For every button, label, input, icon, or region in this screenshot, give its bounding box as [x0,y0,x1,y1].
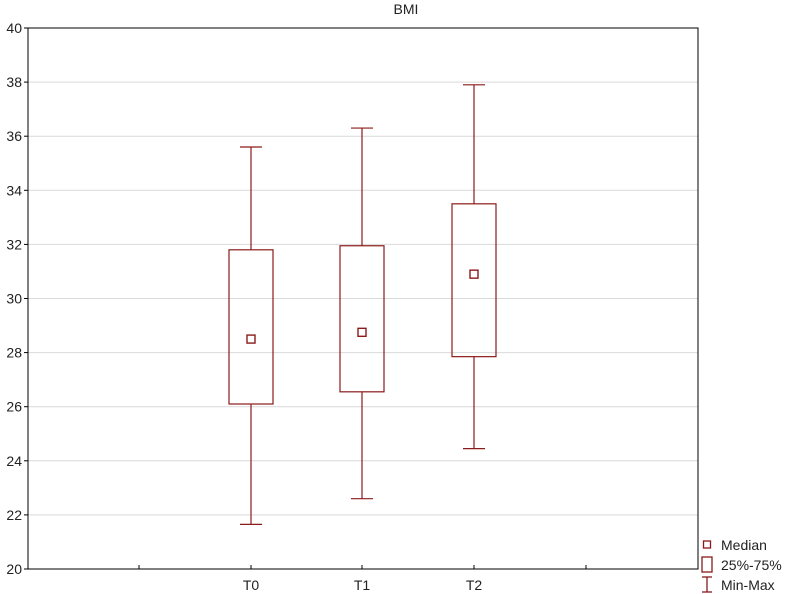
x-tick-label: T1 [354,577,371,593]
y-tick-label: 20 [6,561,22,577]
box-t1 [339,127,385,500]
y-tick-label: 22 [6,507,22,523]
y-axis: 20 22 24 26 28 30 32 34 36 38 40 [6,20,28,577]
y-tick-label: 26 [6,399,22,415]
legend-item-whisker: Min-Max [702,576,775,593]
median-marker [469,269,479,279]
y-tick-label: 34 [6,182,22,198]
legend-item-box: 25%-75% [701,556,782,573]
legend-item-median-marker: Median [702,537,767,553]
iqr-box [451,203,497,358]
legend-box-symbol [701,556,713,573]
median-marker [246,334,256,344]
box-t0 [228,146,274,525]
y-tick-label: 28 [6,345,22,361]
legend-label: Min-Max [721,577,775,593]
box-t2 [451,84,497,450]
x-axis: T0 T1 T2 [138,565,587,593]
legend-label: 25%-75% [721,557,782,573]
legend: Median 25%-75% Min-Max [701,537,782,593]
x-tick-label: T2 [466,577,483,593]
x-tick-label: T0 [243,577,260,593]
legend-median-symbol [702,540,712,549]
y-tick-label: 32 [6,236,22,252]
iqr-box [339,245,385,393]
y-tick-label: 40 [6,20,22,36]
grid-lines [28,81,698,516]
y-tick-label: 36 [6,128,22,144]
y-tick-label: 38 [6,74,22,90]
legend-label: Median [721,537,767,553]
boxes [228,84,497,525]
y-tick-label: 30 [6,291,22,307]
chart-title: BMI [394,1,419,17]
median-marker [357,327,367,338]
y-tick-label: 24 [6,453,22,469]
iqr-box [228,249,274,405]
